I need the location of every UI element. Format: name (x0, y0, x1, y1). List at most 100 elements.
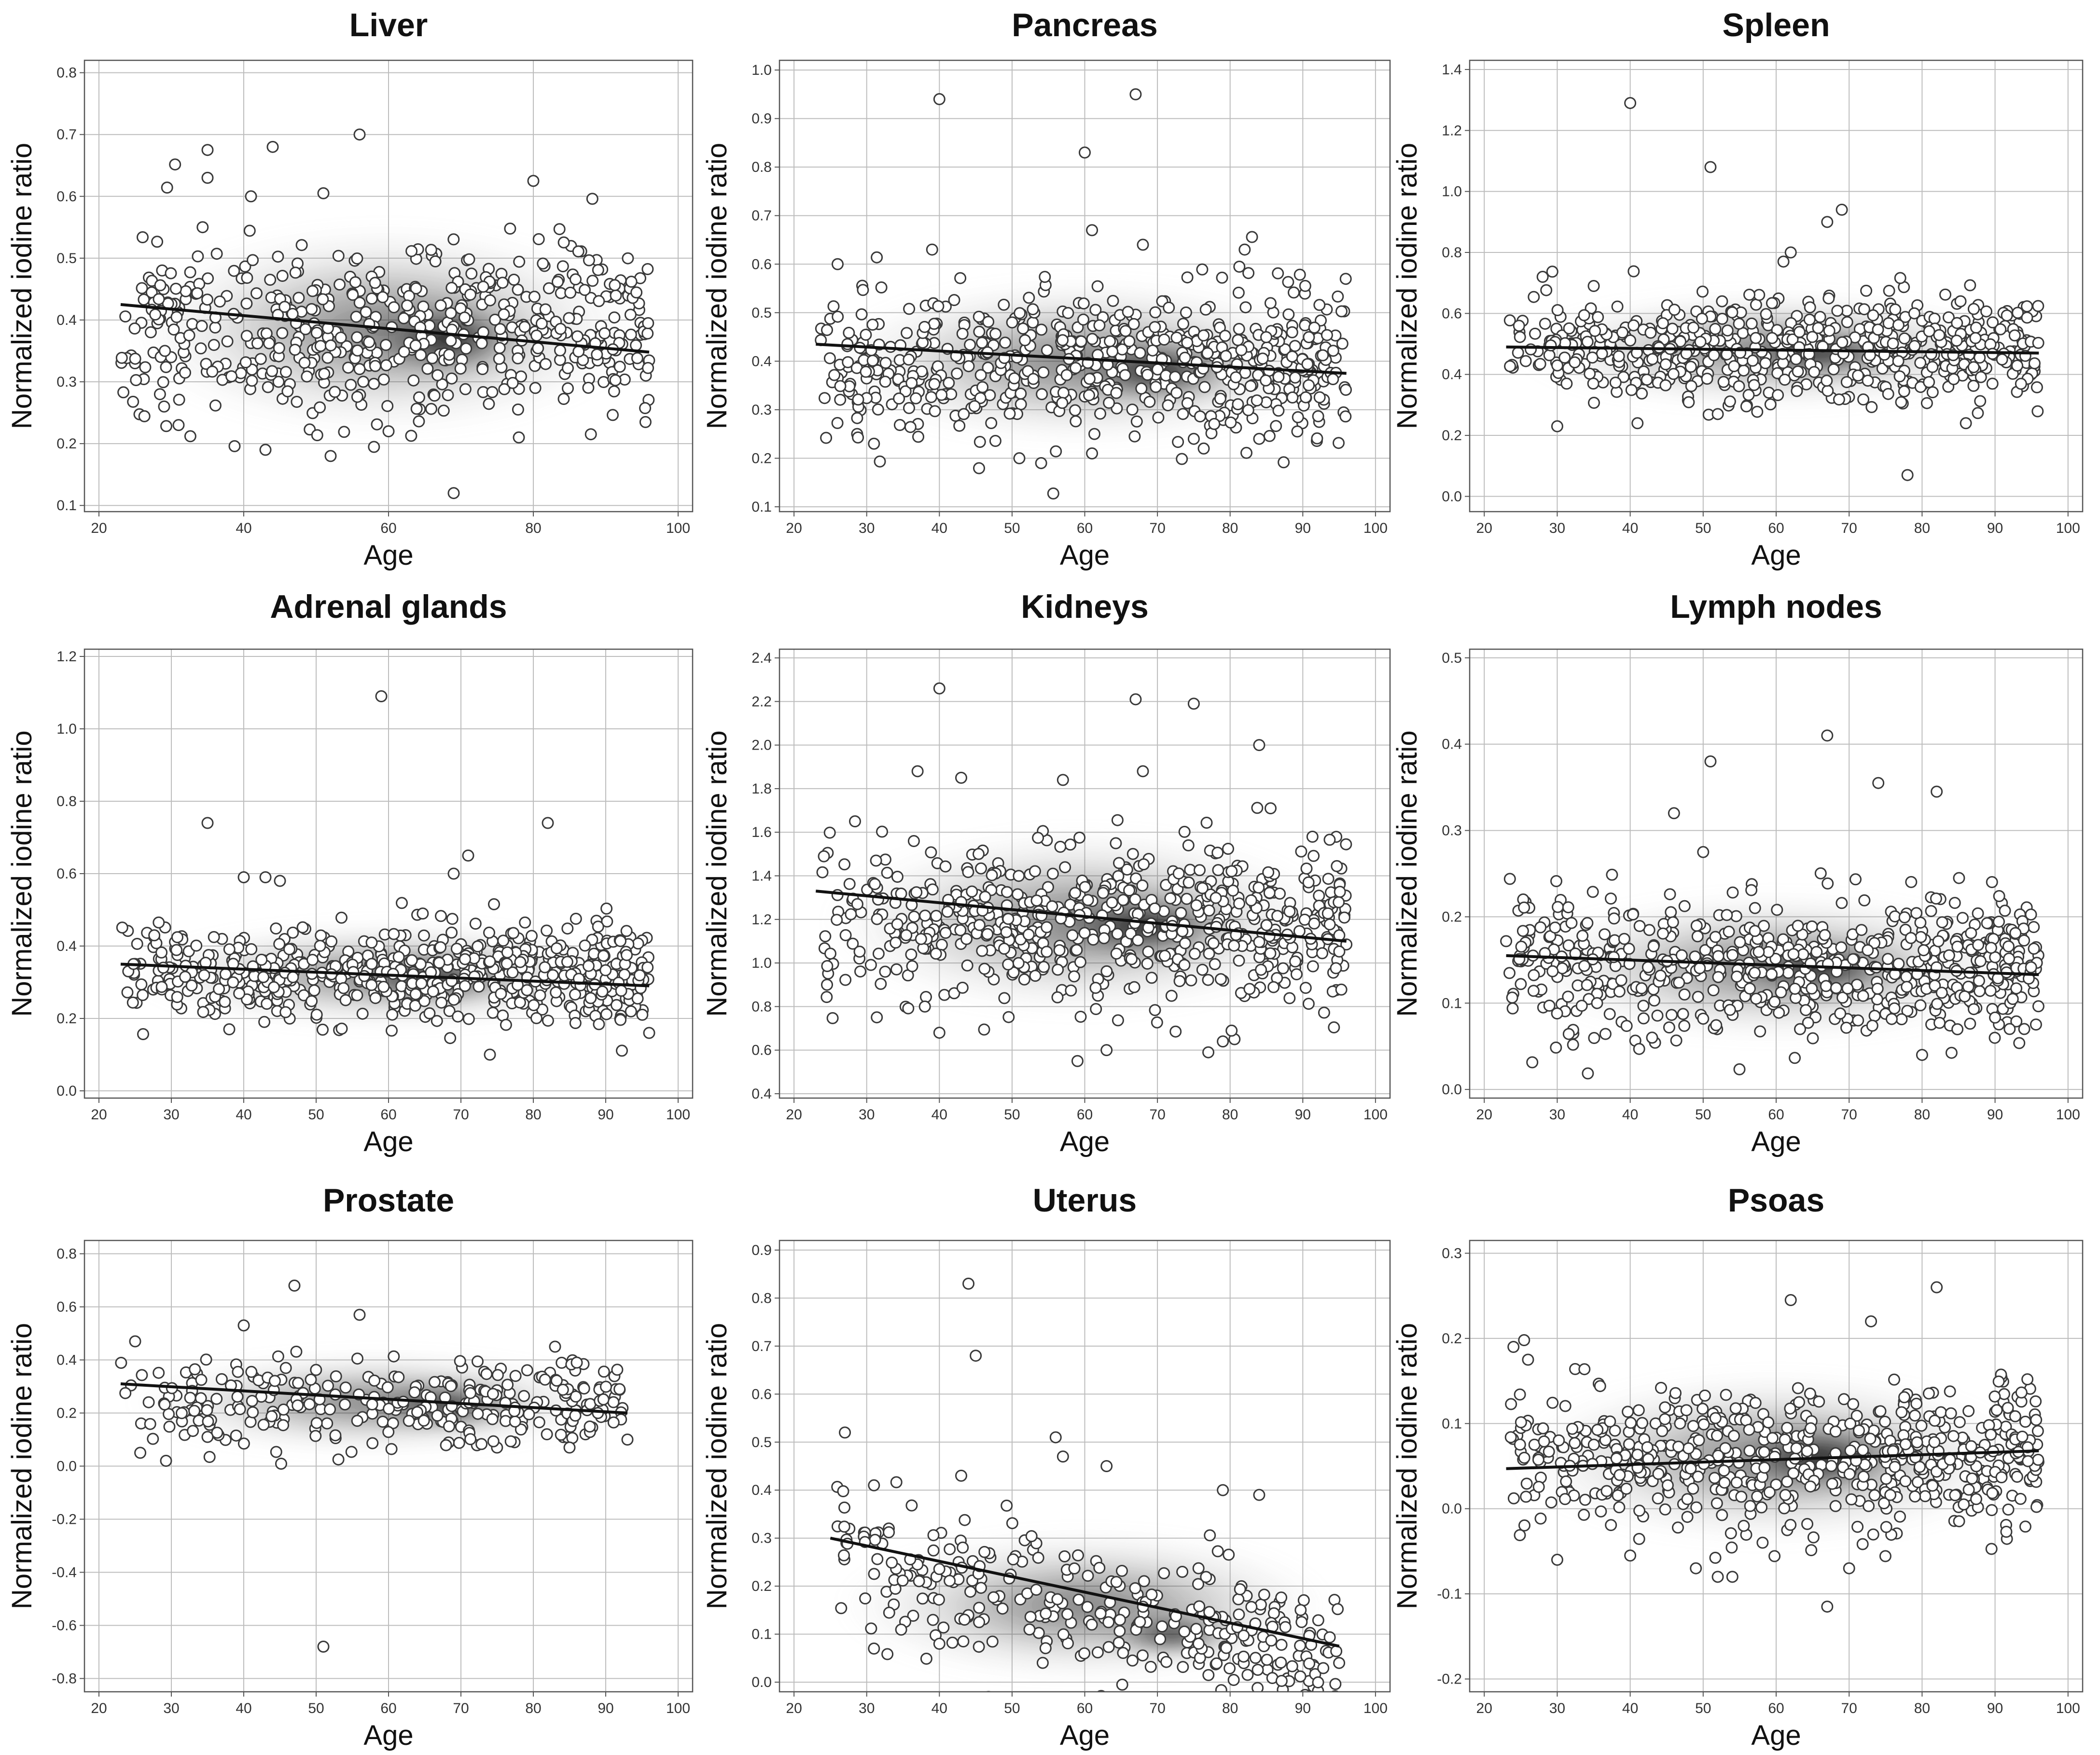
data-point (851, 898, 863, 910)
data-point (600, 1380, 612, 1393)
data-point (1616, 326, 1628, 339)
data-point-outlier (955, 771, 967, 784)
data-point (958, 408, 970, 420)
data-point (1071, 944, 1083, 956)
y-tick-label: 0.4 (751, 1482, 772, 1498)
data-point (417, 929, 430, 942)
data-point (1015, 388, 1027, 400)
data-point (1964, 1017, 1976, 1030)
data-point (129, 352, 141, 365)
data-point (398, 312, 410, 324)
data-point (261, 998, 273, 1010)
data-point (1196, 882, 1209, 894)
y-tick-label: 0.8 (56, 794, 77, 809)
data-point (819, 392, 831, 404)
data-point (879, 357, 892, 369)
x-axis-label: Age (363, 1720, 413, 1751)
data-point (1331, 1690, 1339, 1692)
data-point (377, 981, 390, 993)
data-point (1164, 892, 1177, 905)
data-point (1981, 917, 1993, 930)
data-point (1111, 814, 1124, 826)
data-point (1750, 332, 1762, 344)
data-point (985, 1691, 992, 1692)
data-point (879, 965, 891, 978)
data-point (1967, 361, 1980, 374)
data-point (564, 286, 577, 299)
data-point (506, 966, 519, 979)
data-point (1956, 912, 1969, 924)
data-point (1746, 354, 1759, 367)
data-point (276, 327, 289, 339)
data-point (1822, 385, 1834, 397)
data-point-outlier (1836, 204, 1848, 216)
data-point (875, 977, 887, 990)
data-point (239, 260, 251, 273)
x-tick-label: 20 (1476, 1107, 1492, 1123)
data-point (1209, 958, 1221, 970)
data-point (1198, 381, 1211, 393)
data-point (855, 308, 868, 320)
data-point (1087, 933, 1099, 946)
x-tick-label: 20 (91, 1700, 107, 1716)
plot-area (115, 128, 655, 500)
data-point (1290, 968, 1303, 980)
data-point (616, 1045, 628, 1057)
data-point (1887, 337, 1899, 350)
data-point (954, 272, 967, 284)
data-point (1110, 1576, 1123, 1588)
plot-area (830, 1278, 1346, 1692)
data-point (946, 1636, 959, 1649)
data-point (881, 866, 893, 879)
y-axis-label: Normalized iodine ratio (6, 730, 38, 1017)
data-point (1331, 860, 1343, 872)
data-point (1636, 387, 1648, 400)
data-point (837, 1485, 849, 1497)
data-point (1232, 334, 1244, 346)
data-point (1726, 949, 1739, 961)
data-point (1789, 983, 1801, 995)
data-point (368, 441, 380, 453)
x-tick-label: 30 (1549, 1107, 1565, 1123)
data-point (1728, 360, 1740, 373)
data-point (276, 270, 289, 282)
data-point (335, 911, 348, 924)
data-point (957, 1635, 970, 1648)
data-point (332, 250, 345, 262)
data-point (1766, 968, 1778, 980)
data-point (998, 943, 1011, 955)
data-point (1181, 892, 1193, 905)
x-tick-label: 70 (1841, 1107, 1857, 1123)
data-point (1006, 1517, 1018, 1530)
data-point (976, 945, 988, 957)
data-point (1051, 1593, 1064, 1605)
data-point (351, 989, 363, 1002)
data-point (1129, 1582, 1141, 1594)
data-point (310, 1008, 323, 1021)
data-point (1334, 886, 1346, 898)
data-point (556, 260, 569, 273)
data-point (927, 1544, 940, 1557)
data-point (1908, 307, 1920, 320)
data-point (1670, 1034, 1683, 1047)
data-point (246, 375, 258, 387)
trend-line (830, 1536, 1340, 1648)
data-point (978, 962, 991, 975)
data-point (1261, 1654, 1273, 1666)
data-point (1233, 323, 1245, 335)
data-point (1141, 369, 1154, 381)
data-point (1162, 399, 1174, 412)
x-tick-label: 80 (1222, 1107, 1238, 1123)
x-tick-label: 100 (2056, 1107, 2080, 1123)
data-point (1094, 1607, 1107, 1620)
data-point (210, 1393, 223, 1405)
data-point (1551, 304, 1564, 316)
data-point (459, 383, 472, 395)
data-point (1039, 271, 1051, 283)
data-point (989, 435, 1001, 447)
data-point (1249, 1652, 1262, 1664)
data-point (1335, 305, 1348, 318)
data-point (1888, 1002, 1901, 1015)
data-point (1185, 974, 1197, 987)
